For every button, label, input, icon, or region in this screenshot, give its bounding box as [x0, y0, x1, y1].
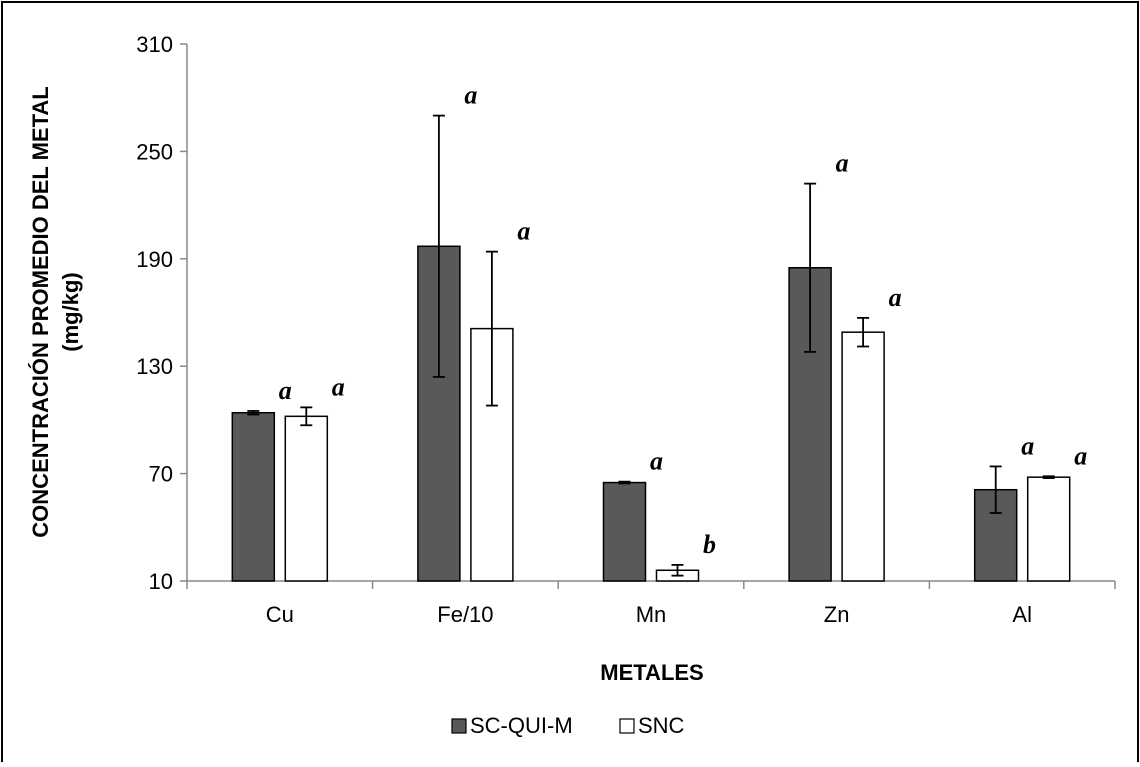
y-tick-label: 190	[136, 247, 173, 272]
error-bar	[1042, 475, 1055, 479]
significance-label: b	[703, 530, 716, 559]
error-bar	[804, 182, 817, 353]
error-bars	[247, 114, 1055, 577]
legend-swatch	[619, 718, 635, 734]
significance-label: a	[464, 81, 477, 110]
legend-label: SC-QUI-M	[470, 713, 573, 738]
significance-label: a	[1021, 431, 1034, 460]
x-tick-label: Mn	[636, 602, 667, 627]
significance-label: a	[517, 217, 530, 246]
significance-label: a	[889, 283, 902, 312]
bar-snc	[841, 331, 885, 582]
x-tick-labels: Cu Fe/10 Mn Zn Al	[266, 602, 1032, 627]
bar-snc	[284, 415, 329, 582]
y-axis-title: CONCENTRACIÓN PROMEDIO DEL METAL (mg/kg)	[28, 86, 83, 537]
bar-sc-qui-m	[973, 488, 1018, 582]
x-tick-label: Zn	[824, 602, 850, 627]
x-axis-title: METALES	[600, 660, 703, 685]
significance-label: a	[332, 372, 345, 401]
significance-labels: a a a a a a a b a a	[279, 81, 1087, 559]
error-bar	[432, 114, 445, 378]
y-tick-label: 130	[136, 354, 173, 379]
error-bar	[300, 406, 313, 427]
y-tick-labels: 10 70 130 190 250 310	[136, 32, 173, 594]
bar-sc-qui-m	[788, 267, 832, 582]
x-tick-label: Al	[1012, 602, 1032, 627]
x-tick-label: Cu	[266, 602, 294, 627]
y-tick-label: 250	[136, 139, 173, 164]
significance-label: a	[650, 447, 663, 476]
x-tick-label: Fe/10	[437, 602, 493, 627]
bar-sc-qui-m	[231, 411, 276, 582]
error-bar	[485, 250, 498, 407]
error-bar	[989, 465, 1002, 514]
significance-label: a	[279, 376, 292, 405]
error-bar	[857, 316, 870, 348]
axes	[180, 43, 1116, 589]
bar-snc	[1026, 476, 1071, 582]
bar-sc-qui-m	[602, 481, 647, 582]
legend: SC-QUI-M SNC	[451, 713, 685, 738]
significance-label: a	[836, 149, 849, 178]
y-axis-title-line1: CONCENTRACIÓN PROMEDIO DEL METAL	[28, 86, 53, 537]
error-bar	[671, 563, 684, 577]
y-tick-label: 310	[136, 32, 173, 57]
error-bar	[618, 480, 631, 485]
y-tick-label: 10	[149, 569, 173, 594]
legend-swatch	[451, 718, 467, 734]
y-tick-label: 70	[149, 462, 173, 487]
error-bar	[247, 410, 260, 416]
significance-label: a	[1074, 441, 1087, 470]
legend-label: SNC	[638, 713, 685, 738]
y-axis-title-line2: (mg/kg)	[58, 272, 83, 351]
